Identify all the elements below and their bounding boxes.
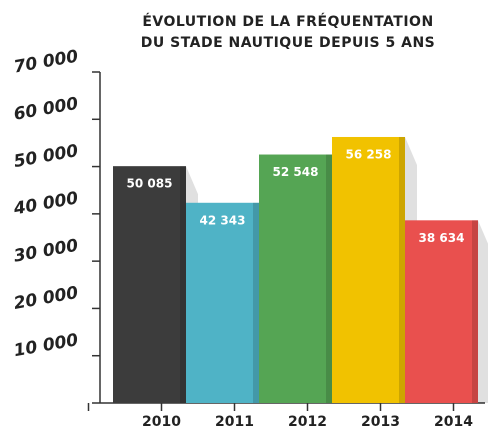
x-tick-label: 2011 xyxy=(215,414,254,430)
value-label: 42 343 xyxy=(200,213,246,227)
bar-shadow xyxy=(478,220,488,403)
value-label: 52 548 xyxy=(273,165,319,179)
x-tick-label: 2014 xyxy=(434,414,473,430)
y-tick-label: 20 000 xyxy=(12,283,80,314)
x-tick-label: 2010 xyxy=(142,414,181,430)
y-tick-label: 30 000 xyxy=(12,236,80,267)
chart-title: ÉVOLUTION DE LA FRÉQUENTATION xyxy=(142,13,433,30)
bar xyxy=(405,220,478,403)
y-tick-label: 70 000 xyxy=(12,46,80,77)
value-label: 56 258 xyxy=(346,147,392,161)
bar-side xyxy=(253,202,259,403)
y-tick-label: 60 000 xyxy=(12,94,80,125)
bar-side xyxy=(472,220,478,403)
bar-side xyxy=(326,154,332,403)
x-tick-label: 2012 xyxy=(288,414,327,430)
bar-side xyxy=(180,166,186,403)
y-tick-label: 10 000 xyxy=(12,330,80,361)
chart-title: DU STADE NAUTIQUE DEPUIS 5 ANS xyxy=(141,35,436,51)
bar xyxy=(113,166,186,403)
bar xyxy=(186,202,259,403)
value-label: 38 634 xyxy=(419,231,465,245)
x-tick-label: 2013 xyxy=(361,414,400,430)
bar xyxy=(259,154,332,403)
bar-side xyxy=(399,136,405,403)
y-tick-label: 40 000 xyxy=(11,188,80,219)
bar xyxy=(332,136,405,403)
y-tick-label: 50 000 xyxy=(12,141,80,172)
value-label: 50 085 xyxy=(127,177,173,191)
